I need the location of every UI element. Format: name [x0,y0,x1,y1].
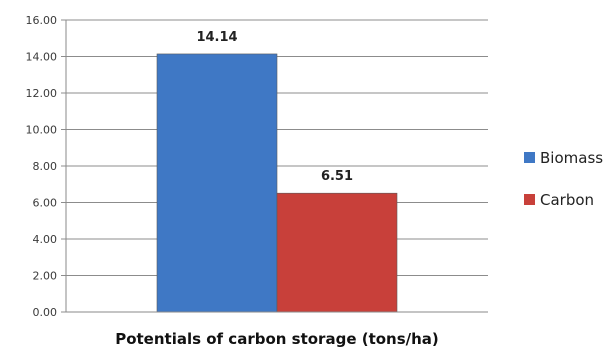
data-label-biomass: 14.14 [196,30,237,45]
y-tick-label: 16.00 [26,14,58,27]
y-tick-label: 0.00 [33,306,58,319]
data-labels: 14.14 6.51 [196,30,353,184]
y-tick-label: 12.00 [26,87,58,100]
y-tick-label: 4.00 [33,233,58,246]
x-axis-label: Potentials of carbon storage (tons/ha) [115,330,439,348]
legend-swatch-carbon [524,194,535,205]
y-tick-label: 8.00 [33,160,58,173]
y-tick-label: 6.00 [33,197,58,210]
bars [156,53,398,313]
legend-label-biomass: Biomass [540,149,603,167]
y-tick-label: 2.00 [33,270,58,283]
legend-label-carbon: Carbon [540,191,594,209]
y-axis-ticks: 0.00 2.00 4.00 6.00 8.00 10.00 12.00 14.00 16.00 [26,14,66,319]
data-label-carbon: 6.51 [321,169,353,184]
bar-biomass [156,53,278,313]
legend-swatch-biomass [524,152,535,163]
y-tick-label: 14.00 [26,51,58,64]
bar-carbon [276,192,398,313]
y-tick-label: 10.00 [26,124,58,137]
legend: Biomass Carbon [524,149,603,209]
